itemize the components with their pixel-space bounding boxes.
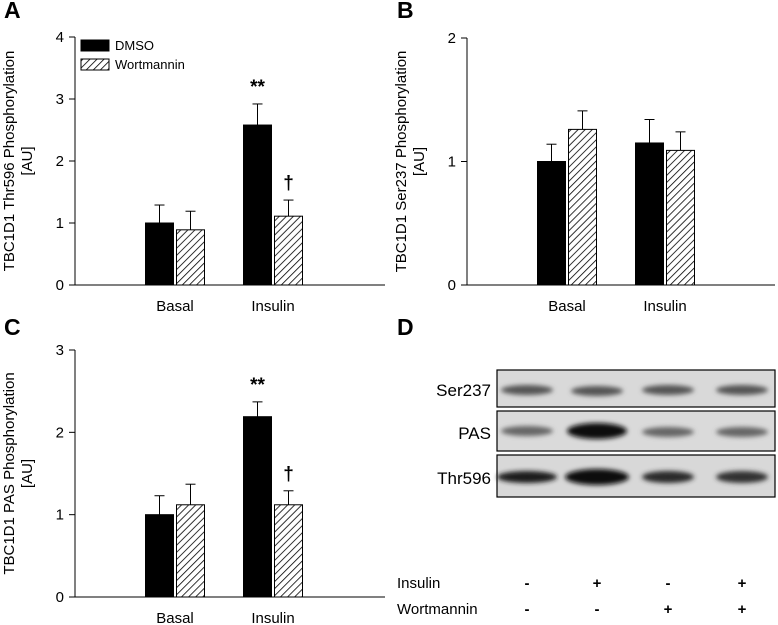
bar — [145, 222, 174, 286]
panel-label: A — [4, 0, 21, 23]
condition-label: Wortmannin — [397, 601, 478, 618]
condition-sign: - — [525, 601, 530, 618]
bar — [537, 161, 566, 286]
bar — [635, 142, 664, 286]
y-axis-label: TBC1D1 PAS Phosphorylation — [1, 372, 18, 574]
condition-sign: + — [593, 575, 602, 592]
bar — [243, 416, 272, 598]
y-tick-label: 2 — [56, 153, 64, 170]
legend-label: Wortmannin — [115, 57, 185, 72]
x-tick-label: Insulin — [643, 298, 686, 315]
y-axis-label: [AU] — [19, 459, 36, 488]
condition-sign: - — [525, 575, 530, 592]
y-axis-label: TBC1D1 Ser237 Phosphorylation — [393, 51, 410, 273]
y-axis-label: [AU] — [19, 146, 36, 175]
bar — [666, 149, 695, 286]
legend-swatch — [80, 39, 110, 52]
x-tick-label: Insulin — [251, 610, 294, 625]
y-tick-label: 4 — [56, 29, 64, 46]
y-tick-label: 0 — [56, 277, 64, 294]
blot-image — [496, 369, 776, 498]
significance-label: † — [283, 464, 294, 485]
bar — [274, 215, 303, 286]
condition-sign: - — [595, 601, 600, 618]
y-axis-label: TBC1D1 Thr596 Phosphorylation — [1, 51, 18, 272]
panel-label: B — [397, 0, 414, 23]
blot-row-label: PAS — [458, 424, 491, 443]
bar — [176, 504, 205, 598]
y-tick-label: 1 — [56, 507, 64, 524]
y-tick-label: 0 — [448, 277, 456, 294]
condition-sign: + — [738, 575, 747, 592]
panel-label: D — [397, 314, 414, 340]
blot-row-label: Thr596 — [437, 469, 491, 488]
y-tick-label: 3 — [56, 342, 64, 359]
y-tick-label: 0 — [56, 589, 64, 606]
blot-row-label: Ser237 — [436, 381, 491, 400]
legend-label: DMSO — [115, 38, 154, 53]
condition-label: Insulin — [397, 575, 440, 592]
x-tick-label: Basal — [156, 298, 194, 315]
y-tick-label: 3 — [56, 91, 64, 108]
bar — [176, 229, 205, 286]
significance-label: † — [283, 173, 294, 194]
x-tick-label: Basal — [156, 610, 194, 625]
y-tick-label: 2 — [448, 30, 456, 47]
condition-sign: - — [666, 575, 671, 592]
x-tick-label: Basal — [548, 298, 586, 315]
x-tick-label: Insulin — [251, 298, 294, 315]
bar — [568, 128, 597, 286]
condition-sign: + — [664, 601, 673, 618]
legend-swatch — [80, 58, 110, 71]
y-tick-label: 1 — [56, 215, 64, 232]
bar — [145, 514, 174, 598]
panel-label: C — [4, 314, 21, 340]
significance-label: ** — [250, 375, 265, 396]
y-tick-label: 1 — [448, 154, 456, 171]
y-tick-label: 2 — [56, 424, 64, 441]
y-axis-label: [AU] — [411, 147, 428, 176]
bar — [274, 504, 303, 598]
significance-label: ** — [250, 77, 265, 98]
bar — [243, 124, 272, 286]
condition-sign: + — [738, 601, 747, 618]
